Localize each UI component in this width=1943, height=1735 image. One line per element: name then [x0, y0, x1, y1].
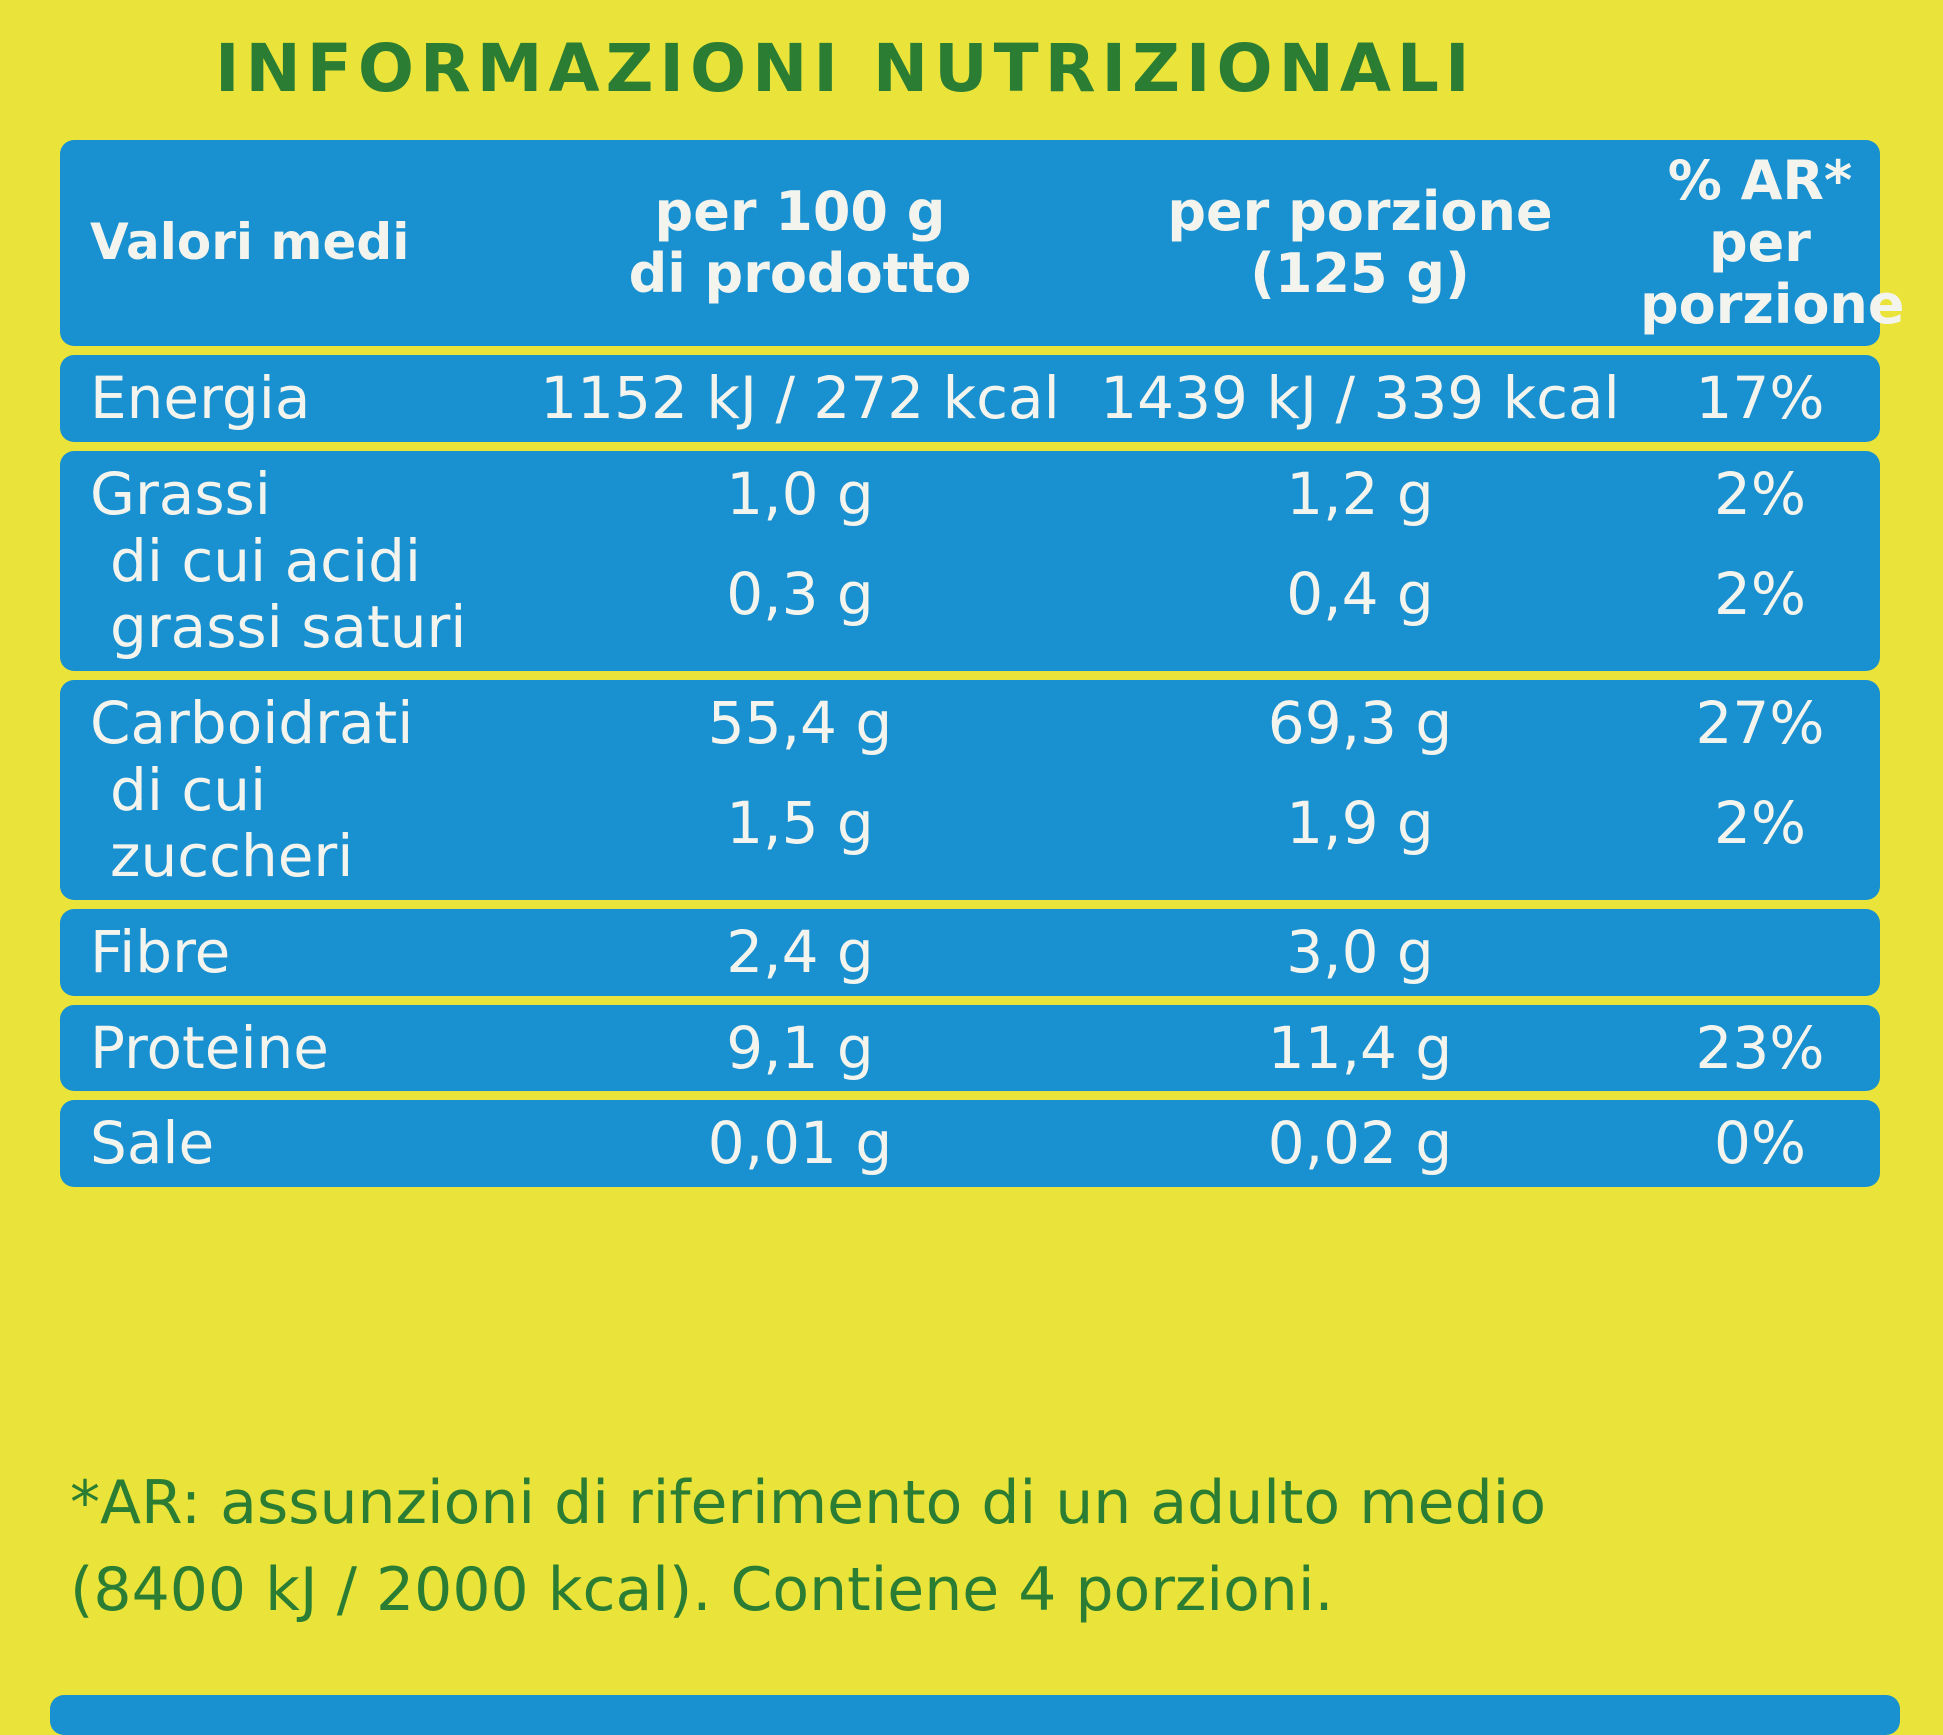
value-cell: 69,3 g — [1267, 689, 1453, 758]
footnote-line: (8400 kJ / 2000 kcal). Contiene 4 porzio… — [70, 1555, 1334, 1625]
table-row: di cui acidi grassi saturi 0,3 g 0,4 g 2% — [60, 526, 1880, 662]
row-group: Energia 1152 kJ / 272 kcal 1439 kJ / 339 k… — [60, 355, 1880, 442]
value-cell: 11,4 g — [1267, 1013, 1453, 1082]
footnote: *AR: assunzioni di riferimento di un adu… — [70, 1460, 1546, 1634]
row-label: Energia — [90, 364, 311, 433]
value-cell: 1,9 g — [1286, 789, 1434, 858]
table-row: Grassi 1,0 g 1,2 g 2% — [60, 461, 1880, 528]
row-group: Fibre 2,4 g 3,0 g — [60, 909, 1880, 996]
value-cell: 17% — [1695, 364, 1825, 433]
row-group: Grassi 1,0 g 1,2 g 2% di cui acidi grassi sa… — [60, 450, 1880, 672]
value-cell: 2% — [1713, 459, 1806, 528]
row-label: Sale — [90, 1109, 215, 1178]
header-cell: Valori medi — [90, 213, 410, 272]
table-row: Energia 1152 kJ / 272 kcal 1439 kJ / 339 k… — [60, 365, 1880, 432]
value-cell: 0% — [1713, 1109, 1806, 1178]
value-cell: 2% — [1713, 789, 1806, 858]
value-cell: 55,4 g — [707, 689, 893, 758]
value-cell: 1439 kJ / 339 kcal — [1100, 364, 1620, 433]
header-cell: % AR* per porzione — [1640, 149, 1905, 337]
table-row: Sale 0,01 g 0,02 g 0% — [60, 1110, 1880, 1177]
value-cell: 0,01 g — [707, 1109, 893, 1178]
header-row: Valori medi per 100 g di prodotto per porz… — [60, 149, 1905, 337]
decor-strip — [50, 1695, 1900, 1735]
row-label: Grassi — [90, 459, 271, 528]
value-cell: 1,0 g — [726, 459, 874, 528]
header-block: Valori medi per 100 g di prodotto per porz… — [60, 140, 1905, 347]
value-cell: 27% — [1695, 689, 1825, 758]
title: INFORMAZIONI NUTRIZIONALI — [215, 30, 1476, 107]
value-cell: 2% — [1713, 560, 1806, 628]
table-row: Carboidrati 55,4 g 69,3 g 27% — [60, 690, 1880, 757]
value-cell: 0,4 g — [1286, 560, 1434, 628]
value-cell: 1,2 g — [1286, 459, 1434, 528]
header-cell: per 100 g di prodotto — [628, 180, 972, 306]
row-label: di cui acidi grassi saturi — [110, 526, 467, 662]
row-label: Proteine — [90, 1013, 329, 1082]
value-cell: 0,3 g — [726, 560, 874, 628]
value-cell: 2,4 g — [726, 918, 874, 987]
value-cell: 3,0 g — [1286, 918, 1434, 987]
value-cell: 9,1 g — [726, 1013, 874, 1082]
footnote-line: *AR: assunzioni di riferimento di un adu… — [70, 1468, 1547, 1538]
row-group: Proteine 9,1 g 11,4 g 23% — [60, 1004, 1880, 1092]
row-label: Carboidrati — [90, 689, 414, 758]
table-row: di cui zuccheri 1,5 g 1,9 g 2% — [60, 755, 1880, 891]
table-row: Fibre 2,4 g 3,0 g — [60, 919, 1880, 986]
value-cell: 0,02 g — [1267, 1109, 1453, 1178]
nutrition-table: Valori medi per 100 g di prodotto per porz… — [60, 140, 1905, 1188]
row-group: Carboidrati 55,4 g 69,3 g 27% di cui zuccher… — [60, 680, 1880, 901]
header-cell: per porzione (125 g) — [1167, 180, 1553, 306]
value-cell: 23% — [1695, 1013, 1825, 1082]
value-cell: 1152 kJ / 272 kcal — [540, 364, 1060, 433]
value-cell: 1,5 g — [726, 789, 874, 858]
row-label: di cui zuccheri — [110, 755, 354, 891]
table-row: Proteine 9,1 g 11,4 g 23% — [60, 1015, 1880, 1082]
row-group: Sale 0,01 g 0,02 g 0% — [60, 1100, 1880, 1188]
row-label: Fibre — [90, 918, 231, 987]
